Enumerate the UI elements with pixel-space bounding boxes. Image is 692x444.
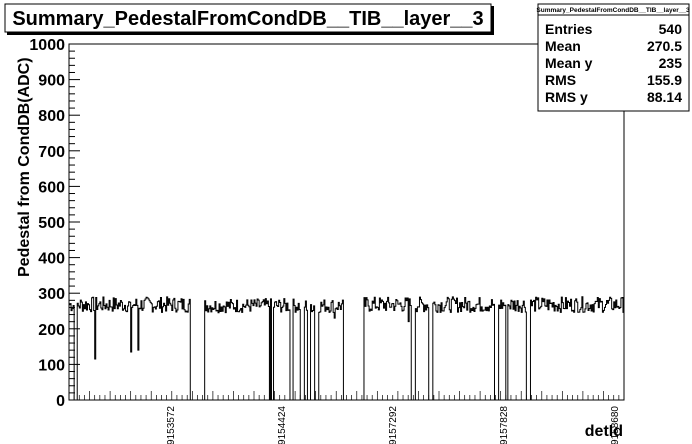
stats-value: 88.14 <box>647 89 682 105</box>
stats-label: Mean <box>545 38 581 54</box>
plot-frame <box>68 43 625 401</box>
y-axis-ticks: 0 100 200 300 400 500 600 700 800 900 1000 <box>29 37 80 410</box>
x-tick-label: 369157828 <box>499 406 510 444</box>
y-tick-label: 0 <box>56 393 65 410</box>
y-tick-label: 800 <box>38 108 65 125</box>
stats-label: Mean y <box>545 55 593 71</box>
y-tick-label: 600 <box>38 179 65 196</box>
y-tick-label: 1000 <box>29 37 65 54</box>
y-tick-label: 900 <box>38 73 65 90</box>
stats-value: 235 <box>659 55 683 71</box>
stats-box: Summary_PedestalFromCondDB__TIB__layer__… <box>536 3 690 112</box>
y-tick-label: 400 <box>38 251 65 268</box>
x-tick-label: 369158680 <box>610 406 621 444</box>
y-tick-label: 100 <box>38 357 65 374</box>
stats-label: RMS <box>545 72 576 88</box>
y-tick-label: 200 <box>38 322 65 339</box>
stats-value: 540 <box>659 21 683 37</box>
chart-title: Summary_PedestalFromCondDB__TIB__layer__… <box>12 8 483 30</box>
x-axis-label: detId <box>585 423 623 440</box>
stats-title: Summary_PedestalFromCondDB__TIB__layer__… <box>536 7 690 14</box>
y-tick-label: 300 <box>38 286 65 303</box>
histogram-step-line <box>68 296 625 401</box>
x-tick-label: 369154424 <box>277 406 288 444</box>
stats-label: Entries <box>545 21 593 37</box>
title-box: Summary_PedestalFromCondDB__TIB__layer__… <box>4 3 494 35</box>
x-tick-label: 369153572 <box>166 406 177 444</box>
y-axis-label: Pedestal from CondDB(ADC) <box>16 57 33 277</box>
y-tick-label: 700 <box>38 144 65 161</box>
x-tick-label: 369157292 <box>388 406 399 444</box>
stats-value: 155.9 <box>647 72 682 88</box>
histogram-series <box>68 296 625 401</box>
y-tick-label: 500 <box>38 215 65 232</box>
stats-value: 270.5 <box>647 38 682 54</box>
stats-label: RMS y <box>545 89 588 105</box>
